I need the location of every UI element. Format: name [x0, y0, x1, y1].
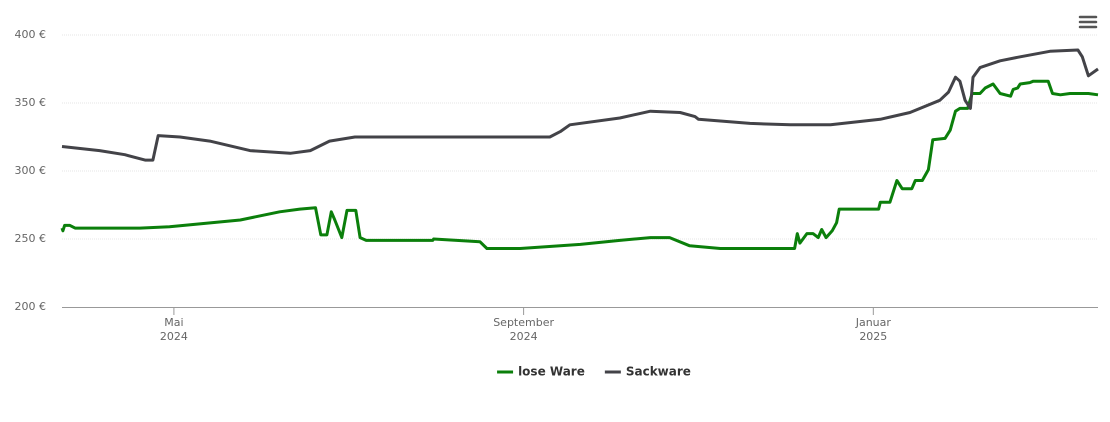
series-line — [60, 79, 1099, 250]
legend-item[interactable]: lose Ware — [497, 365, 585, 379]
tick-label-line: 2024 — [160, 330, 188, 343]
tick-label-line: 2025 — [859, 330, 887, 343]
menu-button[interactable] — [1078, 14, 1098, 32]
legend: lose Ware Sackware — [497, 365, 691, 379]
tick-label-line: Januar — [855, 316, 892, 329]
legend-label: lose Ware — [518, 365, 585, 379]
x-tick-label: September 2024 — [493, 316, 554, 343]
tick-label-line: Mai — [164, 316, 183, 329]
series-line — [61, 48, 1099, 162]
x-tick-label: Januar 2025 — [855, 316, 892, 343]
tick-label-line: September — [493, 316, 554, 329]
x-tick-label: Mai 2024 — [160, 316, 188, 343]
y-tick-label: 250 € — [15, 232, 47, 245]
tick-label-line: 2024 — [510, 330, 538, 343]
legend-item[interactable]: Sackware — [604, 365, 691, 379]
y-tick-label: 300 € — [15, 164, 47, 177]
y-tick-label: 200 € — [15, 300, 47, 313]
legend-label: Sackware — [626, 365, 691, 379]
y-tick-label: 350 € — [15, 96, 47, 109]
y-tick-label: 400 € — [15, 28, 47, 41]
